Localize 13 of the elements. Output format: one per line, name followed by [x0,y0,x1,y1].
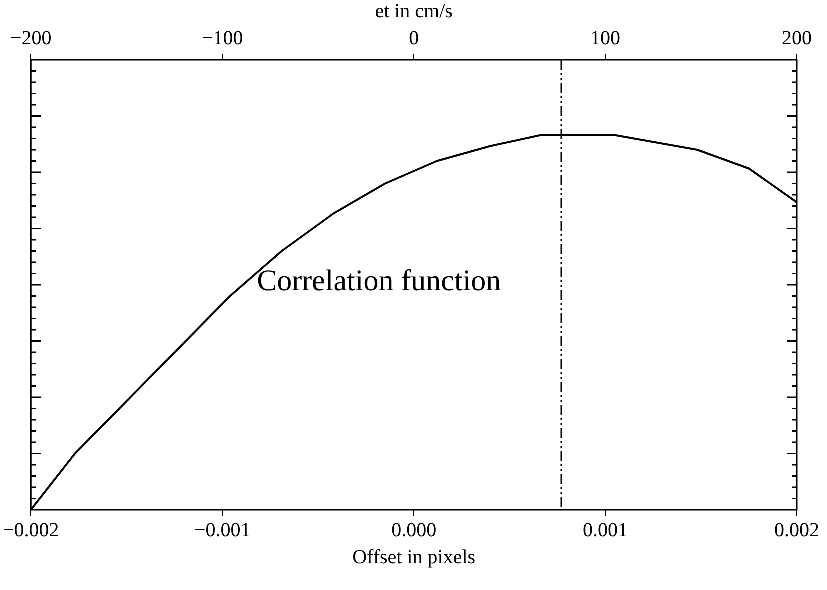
x-axis-title: Offset in pixels [352,546,476,568]
x-tick-label: 0.002 [774,519,820,542]
x2-tick-label: 100 [590,27,621,50]
x2-tick-label: −100 [202,27,244,50]
x-tick-label: 0.000 [392,519,437,542]
x-tick-label: −0.001 [194,519,251,542]
x2-tick-label: 0 [409,27,420,50]
x2-tick-label: −200 [10,27,52,50]
x2-tick-label: 200 [782,27,812,50]
annotation: Correlation function [257,264,502,298]
x-tick-label: −0.002 [3,519,60,542]
x2-axis-title: et in cm/s [375,0,454,22]
x-tick-label: 0.001 [583,519,628,542]
